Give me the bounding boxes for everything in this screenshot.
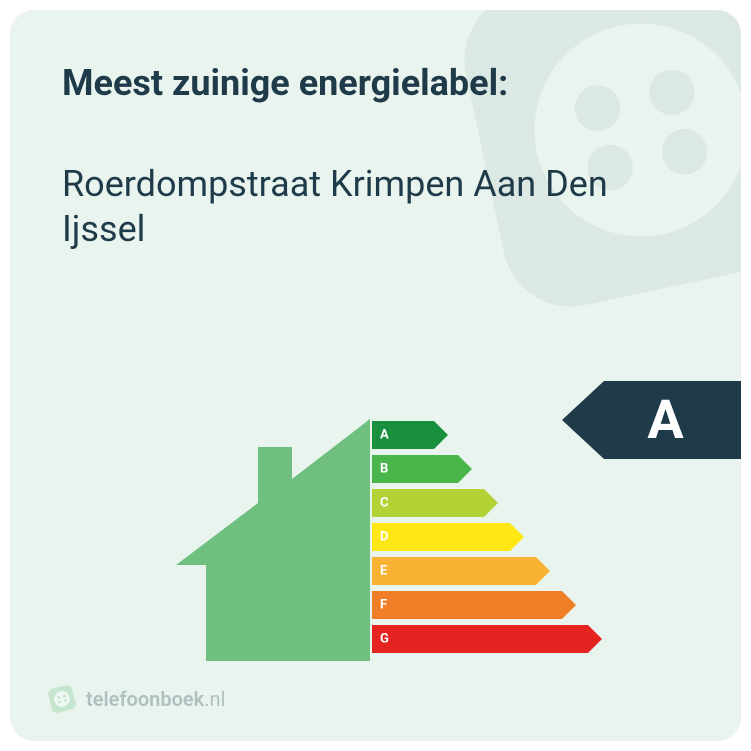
energy-bar-letter: C	[380, 496, 389, 511]
address-subtitle: Roerdompstraat Krimpen Aan Den Ijssel	[62, 162, 642, 252]
energy-bar-letter: E	[380, 564, 387, 579]
page-title: Meest zuinige energielabel:	[62, 62, 689, 104]
selected-label-badge: A	[562, 381, 741, 459]
energy-bar-e: E	[372, 557, 550, 585]
energy-bar-d: D	[372, 523, 524, 551]
badge-arrow-icon	[562, 381, 604, 459]
footer-logo-icon	[45, 682, 79, 716]
footer: telefoonboek.nl	[48, 685, 225, 713]
energy-bar-letter: G	[380, 632, 389, 647]
energy-bar-b: B	[372, 455, 472, 483]
footer-tld: .nl	[204, 687, 225, 711]
badge-letter: A	[604, 381, 741, 459]
energy-bar-a: A	[372, 421, 448, 449]
footer-brand: telefoonboek.nl	[86, 687, 225, 711]
energy-bar-letter: D	[380, 530, 388, 545]
house-icon	[160, 401, 370, 661]
energy-bar-letter: B	[380, 462, 388, 477]
footer-brand-name: telefoonboek	[86, 687, 204, 711]
card: Meest zuinige energielabel: Roerdompstra…	[10, 10, 741, 741]
energy-bar-g: G	[372, 625, 602, 653]
energy-bar-f: F	[372, 591, 576, 619]
energy-bar-letter: A	[380, 428, 389, 443]
energy-label-chart: A B C D E F G A	[10, 381, 741, 661]
energy-bar-letter: F	[380, 598, 387, 613]
energy-bar-c: C	[372, 489, 498, 517]
